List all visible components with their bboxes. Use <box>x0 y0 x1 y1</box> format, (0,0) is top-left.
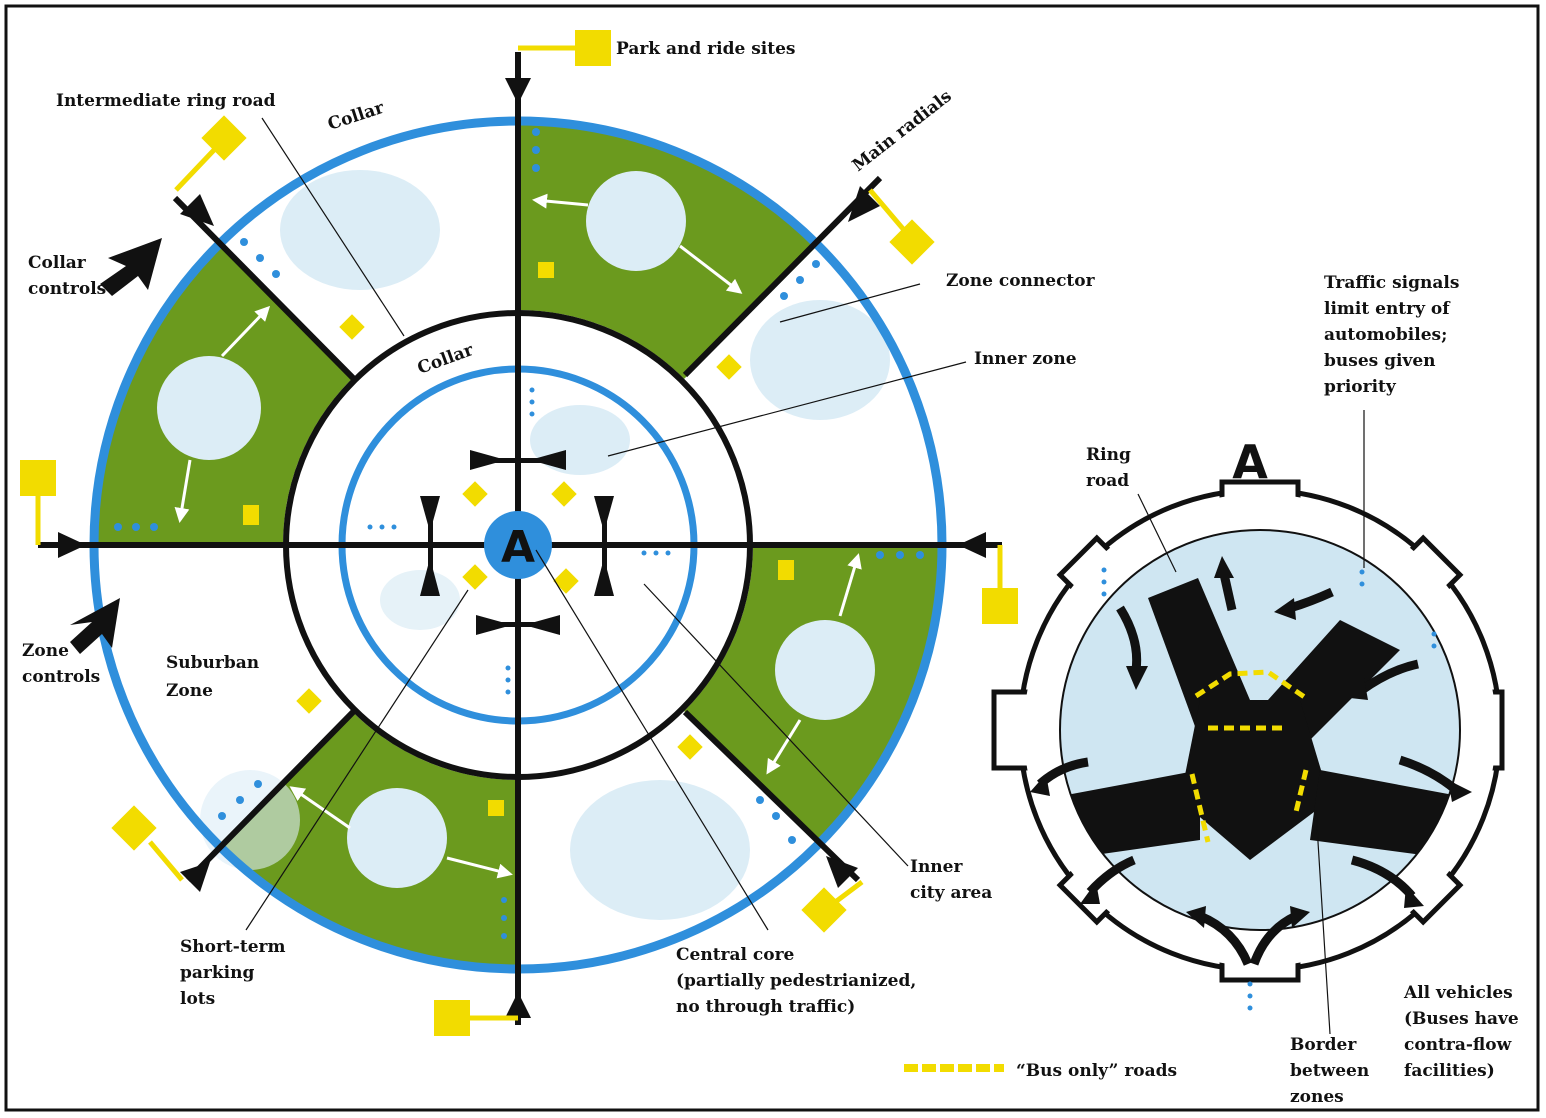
park-and-ride-label: Park and ride sites <box>616 39 795 59</box>
main-radials-label: Main radials <box>849 86 956 176</box>
short-term-parking-label-2: parking <box>180 963 254 983</box>
collar-controls-label-2: controls <box>28 279 106 299</box>
core-control-arrows <box>420 450 614 635</box>
suburban-zone-label-2: Zone <box>166 681 213 701</box>
traffic-signals-label-2: limit entry of <box>1324 299 1451 319</box>
all-vehicles-label-1: All vehicles <box>1403 983 1513 1003</box>
city-ring-diagram: A <box>20 30 1096 1036</box>
zone-connector-label: Zone connector <box>946 271 1096 291</box>
inner-city-area-label-2: city area <box>910 883 992 903</box>
detail-leader-lines <box>1137 410 1365 1035</box>
outer-collar-label: Collar <box>325 98 387 135</box>
detail-flow-arrows <box>1036 573 1459 966</box>
intermediate-ring-road-label: Intermediate ring road <box>56 91 276 111</box>
inner-city-area-label-1: Inner <box>910 857 963 877</box>
core-detail-diagram: A Ring road Traffic signals limit entry … <box>991 273 1519 1107</box>
zone-controls-label-1: Zone <box>22 641 69 661</box>
ring-road-label-2: road <box>1086 471 1129 491</box>
frame-border <box>4 4 1540 1112</box>
short-term-parking-label-3: lots <box>180 989 215 1009</box>
ring-road-label-1: Ring <box>1086 445 1131 465</box>
traffic-signals-label-3: automobiles; <box>1324 325 1447 345</box>
detail-flow-arrowheads <box>1030 556 1472 928</box>
detail-letter: A <box>1232 435 1268 489</box>
suburban-centres <box>157 171 875 888</box>
central-core-label-1: Central core <box>676 945 795 965</box>
all-vehicles-label-4: facilities) <box>1404 1061 1495 1081</box>
border-between-zones-label-2: between <box>1290 1061 1369 1081</box>
zone-controls-label-2: controls <box>22 667 100 687</box>
traffic-signals-label-4: buses given <box>1324 351 1436 371</box>
core-letter: A <box>501 522 535 573</box>
zone-arrows <box>174 193 862 879</box>
central-core <box>484 511 552 579</box>
leader-lines <box>245 117 967 931</box>
short-term-parking-lots <box>243 262 794 816</box>
central-core-label-3: no through traffic) <box>676 997 855 1017</box>
zone-controls-arrow <box>70 598 120 654</box>
border-between-zones-label-1: Border <box>1290 1035 1357 1055</box>
suburban-zone-label-1: Suburban <box>166 653 259 673</box>
inner-zone-label: Inner zone <box>974 349 1077 369</box>
detail-bus-only-roads <box>1189 669 1309 843</box>
collar-controls-arrow <box>100 238 162 296</box>
zone-connector-dots <box>114 128 924 939</box>
legend-bus-only-label: “Bus only” roads <box>1016 1061 1177 1081</box>
detail-dots <box>1101 567 1437 1011</box>
short-term-parking-label-1: Short-term <box>180 937 285 957</box>
traffic-signals-label-1: Traffic signals <box>1324 273 1459 293</box>
all-vehicles-label-2: (Buses have <box>1404 1009 1519 1029</box>
detail-roads <box>1060 578 1460 860</box>
radial-arrowheads <box>58 78 986 1018</box>
all-vehicles-label-3: contra-flow <box>1404 1035 1512 1055</box>
border-between-zones-label-3: zones <box>1290 1087 1344 1107</box>
traffic-signals-label-5: priority <box>1324 377 1397 397</box>
legend-bus-only: “Bus only” roads <box>904 1061 1177 1081</box>
central-core-label-2: (partially pedestrianized, <box>676 971 916 991</box>
collar-controls-label-1: Collar <box>28 253 87 273</box>
